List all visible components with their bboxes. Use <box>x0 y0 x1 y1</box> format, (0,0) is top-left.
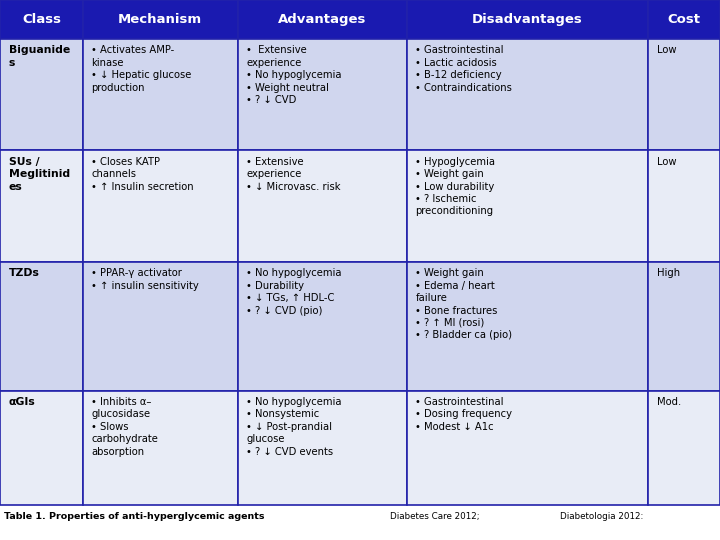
Bar <box>648 39 720 150</box>
Text: • Gastrointestinal
• Dosing frequency
• Modest ↓ A1c: • Gastrointestinal • Dosing frequency • … <box>415 397 513 432</box>
Bar <box>83 262 238 390</box>
Text: Diabetologia 2012:: Diabetologia 2012: <box>560 512 644 521</box>
Bar <box>0 262 83 390</box>
Text: αGIs: αGIs <box>9 397 35 407</box>
Bar <box>238 262 407 390</box>
Text: Disadvantages: Disadvantages <box>472 13 582 26</box>
Text: Cost: Cost <box>667 13 701 26</box>
Text: • Closes KATP
channels
• ↑ Insulin secretion: • Closes KATP channels • ↑ Insulin secre… <box>91 157 194 192</box>
Text: • Inhibits α–
glucosidase
• Slows
carbohydrate
absorption: • Inhibits α– glucosidase • Slows carboh… <box>91 397 158 457</box>
Text: Low: Low <box>657 157 676 167</box>
Bar <box>238 150 407 262</box>
Text: Low: Low <box>657 45 676 56</box>
Text: • Extensive
experience
• ↓ Microvasc. risk: • Extensive experience • ↓ Microvasc. ri… <box>246 157 341 192</box>
Bar <box>0 0 83 39</box>
Bar <box>407 262 648 390</box>
Bar <box>83 390 238 505</box>
Bar <box>407 150 648 262</box>
Text: Table 1. Properties of anti-hyperglycemic agents: Table 1. Properties of anti-hyperglycemi… <box>4 512 264 521</box>
Text: TZDs: TZDs <box>9 268 40 278</box>
Bar <box>238 390 407 505</box>
Text: • Weight gain
• Edema / heart
failure
• Bone fractures
• ? ↑ MI (rosi)
• ? Bladd: • Weight gain • Edema / heart failure • … <box>415 268 513 340</box>
Bar <box>407 39 648 150</box>
Bar <box>0 39 83 150</box>
Text: • PPAR-γ activator
• ↑ insulin sensitivity: • PPAR-γ activator • ↑ insulin sensitivi… <box>91 268 199 291</box>
Bar <box>83 0 238 39</box>
Bar <box>83 39 238 150</box>
Text: • No hypoglycemia
• Durability
• ↓ TGs, ↑ HDL-C
• ? ↓ CVD (pio): • No hypoglycemia • Durability • ↓ TGs, … <box>246 268 342 315</box>
Bar <box>648 0 720 39</box>
Bar <box>648 150 720 262</box>
Bar <box>83 150 238 262</box>
Bar <box>407 390 648 505</box>
Text: Mod.: Mod. <box>657 397 681 407</box>
Text: • Activates AMP-
kinase
• ↓ Hepatic glucose
production: • Activates AMP- kinase • ↓ Hepatic gluc… <box>91 45 192 92</box>
Text: High: High <box>657 268 680 278</box>
Bar <box>238 39 407 150</box>
Text: Biguanide
s: Biguanide s <box>9 45 70 68</box>
Bar <box>0 150 83 262</box>
Bar <box>648 262 720 390</box>
Text: • No hypoglycemia
• Nonsystemic
• ↓ Post-prandial
glucose
• ? ↓ CVD events: • No hypoglycemia • Nonsystemic • ↓ Post… <box>246 397 342 457</box>
Text: Class: Class <box>22 13 61 26</box>
Bar <box>238 0 407 39</box>
Text: Mechanism: Mechanism <box>118 13 202 26</box>
Bar <box>0 390 83 505</box>
Text: SUs /
Meglitinid
es: SUs / Meglitinid es <box>9 157 70 192</box>
Text: • Hypoglycemia
• Weight gain
• Low durability
• ? Ischemic
preconditioning: • Hypoglycemia • Weight gain • Low durab… <box>415 157 495 217</box>
Bar <box>648 390 720 505</box>
Text: • Gastrointestinal
• Lactic acidosis
• B-12 deficiency
• Contraindications: • Gastrointestinal • Lactic acidosis • B… <box>415 45 513 92</box>
Text: Diabetes Care 2012;: Diabetes Care 2012; <box>390 512 480 521</box>
Bar <box>407 0 648 39</box>
Text: •  Extensive
experience
• No hypoglycemia
• Weight neutral
• ? ↓ CVD: • Extensive experience • No hypoglycemia… <box>246 45 342 105</box>
Text: Advantages: Advantages <box>278 13 366 26</box>
